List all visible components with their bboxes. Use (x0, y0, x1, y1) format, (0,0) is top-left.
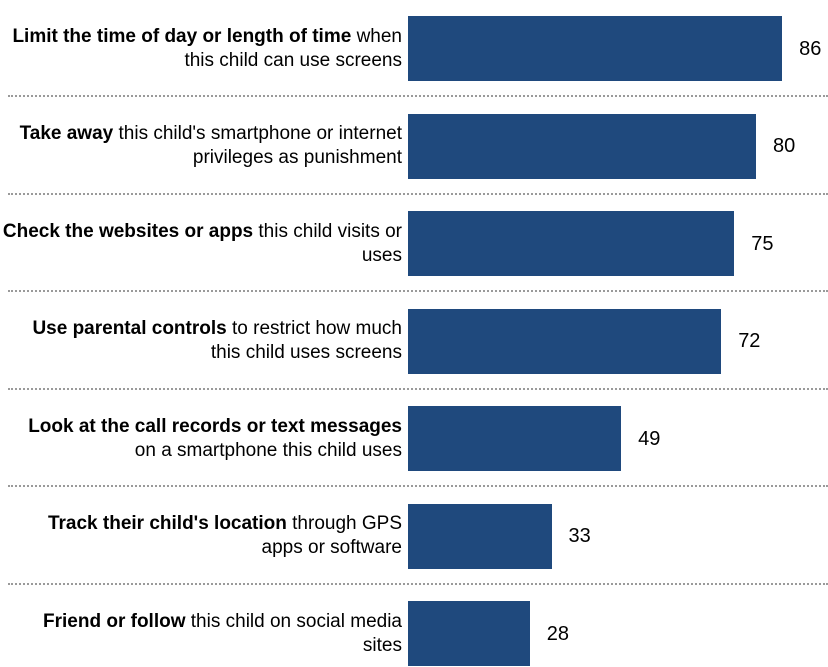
category-label-rest: to restrict how much this child uses scr… (210, 318, 402, 363)
bar (408, 308, 722, 374)
category-label: Take away this child's smartphone or int… (2, 122, 402, 170)
row-separator (8, 387, 828, 390)
category-label-bold: Friend or follow (43, 610, 186, 632)
category-label-bold: Limit the time of day or length of time (12, 25, 352, 47)
category-label: Use parental controls to restrict how mu… (2, 317, 402, 365)
value-label: 72 (738, 330, 761, 352)
category-label: Look at the call records or text message… (2, 415, 402, 463)
bar (408, 113, 756, 179)
category-label: Track their child's location through GPS… (2, 512, 402, 560)
value-label: 86 (799, 37, 822, 60)
bar (408, 406, 622, 471)
category-label-rest: through GPS apps or software (261, 513, 402, 558)
value-label: 75 (751, 232, 774, 255)
category-label-bold: Track their child's location (47, 513, 287, 534)
value-label: 28 (546, 622, 570, 645)
category-label: Check the websites or apps this child vi… (2, 220, 402, 268)
category-label: Friend or follow this child on social me… (2, 610, 402, 658)
value-label: 49 (638, 427, 661, 450)
bar (408, 211, 735, 276)
category-label-rest: on a smartphone this child uses (134, 439, 402, 461)
category-label-rest: this child's smartphone or internet priv… (113, 123, 402, 168)
row-separator (8, 95, 828, 97)
category-label-rest: when this child can use screens (184, 25, 402, 71)
category-label-bold: Take away (19, 123, 114, 144)
bar (408, 503, 552, 569)
category-label-rest: this child on social media sites (185, 610, 402, 656)
bar (408, 16, 783, 81)
row-separator (8, 582, 828, 585)
category-label: Limit the time of day or length of time … (2, 25, 402, 73)
category-label-bold: Look at the call records or text message… (28, 415, 402, 437)
row-separator (8, 290, 828, 292)
category-label-rest: this child visits or uses (253, 220, 402, 266)
row-separator (8, 485, 828, 487)
category-label-bold: Check the websites or apps (2, 220, 254, 242)
row-separator (8, 192, 828, 195)
category-label-bold: Use parental controls (32, 318, 227, 339)
value-label: 33 (568, 525, 591, 547)
value-label: 80 (773, 135, 796, 157)
bar (408, 601, 530, 666)
